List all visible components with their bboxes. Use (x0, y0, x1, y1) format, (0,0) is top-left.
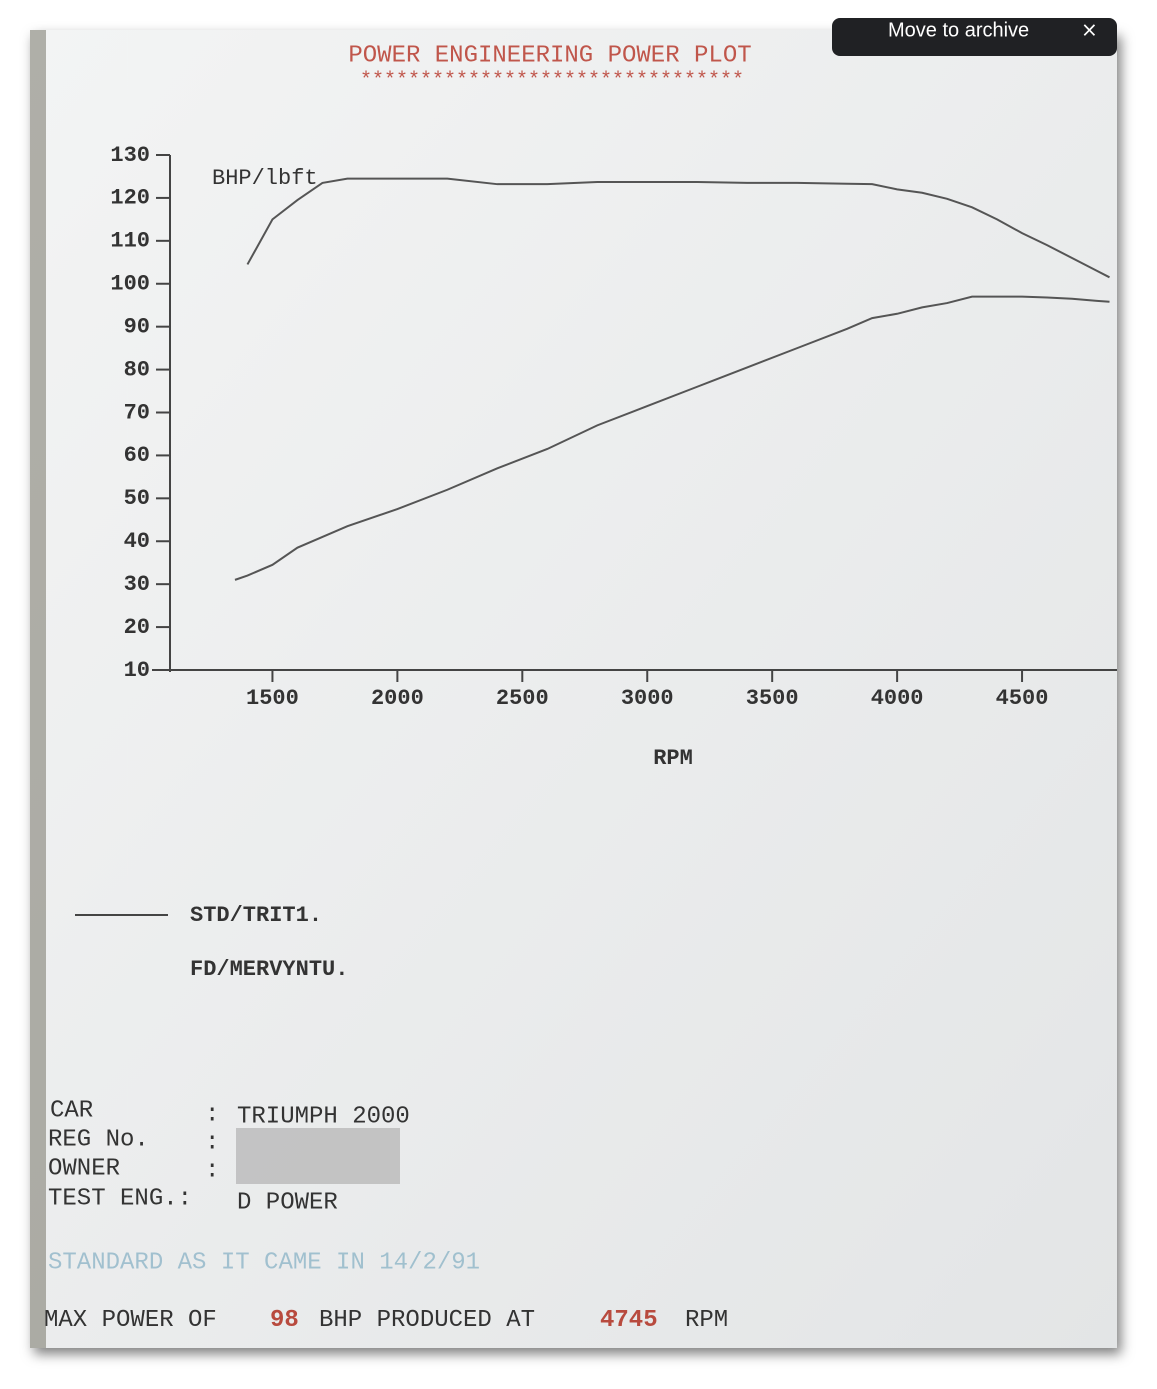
note: STANDARD AS IT CAME IN 14/2/91 (48, 1249, 480, 1276)
x-tick-label: 3000 (621, 686, 674, 711)
field-sep: : (205, 1157, 219, 1184)
legend-entry: FD/MERVYNTU. (190, 957, 348, 982)
x-tick-label: 1500 (246, 686, 299, 711)
field-sep: : (205, 1129, 219, 1156)
data-line (246, 177, 1110, 279)
paper (30, 30, 1117, 1348)
close-icon[interactable]: × (1081, 18, 1098, 42)
y-tick-label: 60 (124, 443, 150, 468)
field-label: REG No. (48, 1126, 149, 1153)
field-label: TEST ENG.: (48, 1185, 192, 1212)
paper-edge (30, 30, 46, 1348)
summary-value: 4745 (600, 1307, 658, 1334)
y-tick-label: 130 (110, 143, 150, 168)
chart-title: POWER ENGINEERING POWER PLOT (348, 42, 751, 69)
y-tick-label: 110 (110, 229, 150, 254)
redaction (236, 1128, 400, 1184)
legend-entry: STD/TRIT1. (190, 903, 322, 928)
x-tick-label: 2500 (496, 686, 549, 711)
y-tick-label: 90 (124, 314, 150, 339)
summary-text: RPM (685, 1307, 728, 1334)
field-label: CAR (50, 1097, 93, 1124)
summary-value: 98 (270, 1307, 299, 1334)
y-tick-label: 30 (124, 572, 150, 597)
y-tick-label: 120 (110, 186, 150, 211)
y-tick-label: 50 (124, 486, 150, 511)
y-tick-label: 80 (124, 357, 150, 382)
summary-text: MAX POWER OF (44, 1307, 217, 1334)
y-tick-label: 40 (124, 529, 150, 554)
x-axis-label: RPM (653, 746, 693, 771)
title-underline: ******************************** (360, 69, 744, 92)
field-sep: : (205, 1101, 219, 1128)
summary-text: BHP PRODUCED AT (319, 1307, 535, 1334)
x-tick-label: 3500 (746, 686, 799, 711)
x-tick-label: 4500 (996, 686, 1049, 711)
field-value: D POWER (237, 1189, 338, 1216)
x-tick-label: 4000 (871, 686, 924, 711)
y-tick-label: 10 (124, 658, 150, 683)
y-tick-label: 70 (124, 400, 150, 425)
x-tick-label: 2000 (371, 686, 424, 711)
field-label: OWNER (48, 1155, 120, 1182)
archive-button[interactable]: Move to archive (888, 19, 1029, 41)
y-axis-label: BHP/lbft (212, 166, 318, 191)
toolbar[interactable] (832, 18, 1117, 56)
field-value: TRIUMPH 2000 (237, 1103, 410, 1130)
summary: MAX POWER OF 98 BHP PRODUCED AT 4745 RPM (44, 1307, 728, 1334)
data-line (234, 295, 1110, 581)
y-tick-label: 20 (124, 615, 150, 640)
y-tick-label: 100 (110, 272, 150, 297)
